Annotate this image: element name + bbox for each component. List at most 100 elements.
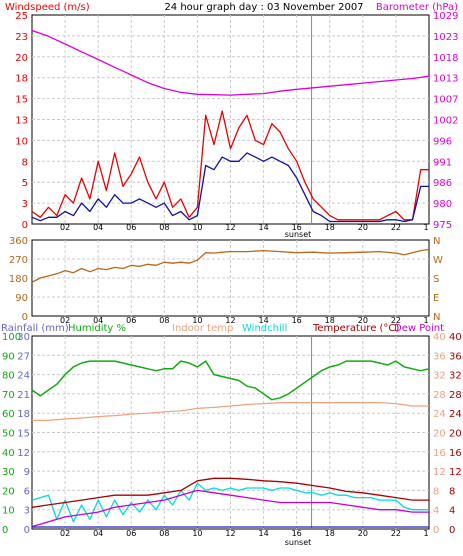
direction-ytick: 180 <box>9 274 28 285</box>
temp-xtick: 20 <box>358 529 368 538</box>
humidity-ytick: 40 <box>2 448 15 459</box>
temperature-ytick: 0 <box>449 525 455 536</box>
humidity-ytick: 100 <box>2 332 21 343</box>
wind-ytick: 13 <box>15 116 28 127</box>
rainfall-legend: Rainfall (mm) <box>1 323 69 334</box>
wind-xtick: 16 <box>292 223 302 232</box>
indoortemp-ytick: 24 <box>433 409 446 420</box>
humidity-ytick: 80 <box>2 371 15 382</box>
direction-xtick: 1 <box>423 316 428 325</box>
rainfall-ytick: 12 <box>17 448 30 459</box>
wind-ytick: 0 <box>22 220 28 231</box>
temp-xtick: 04 <box>93 529 103 538</box>
barometer-line <box>31 29 430 96</box>
temp-xtick: 1 <box>423 529 428 538</box>
windspeed-legend: Windspeed (m/s) <box>5 2 90 13</box>
direction-xtick: 12 <box>225 316 235 325</box>
wind-xtick: 04 <box>93 223 103 232</box>
rainfall-ytick: 18 <box>17 409 30 420</box>
direction-xtick: 08 <box>159 316 169 325</box>
direction-xtick: 20 <box>358 316 368 325</box>
baro-ytick: 1023 <box>433 32 458 43</box>
wind-ytick: 5 <box>22 178 28 189</box>
humidity-ytick: 60 <box>2 409 15 420</box>
indoortemp-ytick: 12 <box>433 467 446 478</box>
barometer-legend: Barometer (hPa) <box>376 2 458 13</box>
temp-xtick: 12 <box>225 529 235 538</box>
rainfall-ytick: 15 <box>17 429 30 440</box>
temperature-ytick: 24 <box>449 409 462 420</box>
baro-ytick: 1002 <box>433 116 458 127</box>
dewpoint-legend: Dew Point <box>394 323 444 334</box>
humidity-line <box>31 360 430 401</box>
wind-xtick: 20 <box>358 223 368 232</box>
rainfall-ytick: 21 <box>17 390 30 401</box>
humidity-ytick: 50 <box>2 429 15 440</box>
baro-ytick: 996 <box>433 136 452 147</box>
indoortemp-ytick: 16 <box>433 448 446 459</box>
temperature-ytick: 4 <box>449 506 455 517</box>
temp-xtick: 14 <box>258 529 268 538</box>
indoortemp-ytick: 0 <box>433 525 439 536</box>
compass-ytick: S <box>433 274 439 285</box>
baro-ytick: 1007 <box>433 95 458 106</box>
temp-xtick: 16 <box>292 529 302 538</box>
sunset-label-top: sunset <box>285 230 312 239</box>
temperature-ytick: 16 <box>449 448 462 459</box>
wind-ytick: 15 <box>15 95 28 106</box>
rainfall-ytick: 6 <box>24 486 30 497</box>
chart-title: 24 hour graph day : 03 November 2007 <box>164 2 363 13</box>
humidity-ytick: 30 <box>2 467 15 478</box>
baro-ytick: 1029 <box>433 11 458 22</box>
rainfall-ytick: 3 <box>24 506 30 517</box>
temp-xtick: 08 <box>159 529 169 538</box>
baro-ytick: 991 <box>433 157 452 168</box>
temp-xtick: 18 <box>325 529 335 538</box>
temperature-ytick: 8 <box>449 486 455 497</box>
direction-xtick: 02 <box>60 316 70 325</box>
sunset-label-bottom: sunset <box>285 538 312 547</box>
indoor-temp-legend: Indoor temp <box>172 323 233 334</box>
humidity-ytick: 20 <box>2 486 15 497</box>
wind-ytick: 18 <box>15 74 28 85</box>
indoortemp-ytick: 40 <box>433 332 446 343</box>
wind-xtick: 08 <box>159 223 169 232</box>
indoortemp-ytick: 36 <box>433 351 446 362</box>
temp-xtick: 02 <box>60 529 70 538</box>
wind-xtick: 18 <box>325 223 335 232</box>
rainfall-ytick: 24 <box>17 371 30 382</box>
wind-ytick: 20 <box>15 53 28 64</box>
wind-ytick: 10 <box>15 136 28 147</box>
humidity-legend: Humidity % <box>68 323 126 334</box>
direction-ytick: 360 <box>9 236 28 247</box>
wind-xtick: 14 <box>258 223 268 232</box>
indoortemp-ytick: 20 <box>433 429 446 440</box>
temp-xtick: 22 <box>391 529 401 538</box>
temp-xtick: 06 <box>126 529 136 538</box>
wind-xtick: 06 <box>126 223 136 232</box>
wind-ytick: 8 <box>22 157 28 168</box>
direction-xtick: 22 <box>391 316 401 325</box>
direction-xtick: 06 <box>126 316 136 325</box>
windchill-legend: Windchill <box>242 323 287 334</box>
temperature-ytick: 12 <box>449 467 462 478</box>
rainfall-ytick: 27 <box>17 351 30 362</box>
wind-xtick: 1 <box>423 223 428 232</box>
compass-ytick: N <box>433 236 440 247</box>
windspeed-gust-line <box>31 110 429 221</box>
indoor-temp-line <box>32 402 429 421</box>
temperature-ytick: 36 <box>449 351 462 362</box>
temperature-line <box>31 477 429 508</box>
direction-ytick: 270 <box>9 255 28 266</box>
temperature-ytick: 40 <box>449 332 462 343</box>
temperature-legend: Temperature (°C) <box>312 323 399 334</box>
direction-line <box>31 248 430 283</box>
compass-ytick: E <box>433 293 439 304</box>
direction-ytick: 0 <box>22 312 28 323</box>
direction-xtick: 04 <box>93 316 103 325</box>
wind-xtick: 22 <box>391 223 401 232</box>
compass-ytick: N <box>433 312 440 323</box>
wind-xtick: 12 <box>225 223 235 232</box>
wind-xtick: 02 <box>60 223 70 232</box>
